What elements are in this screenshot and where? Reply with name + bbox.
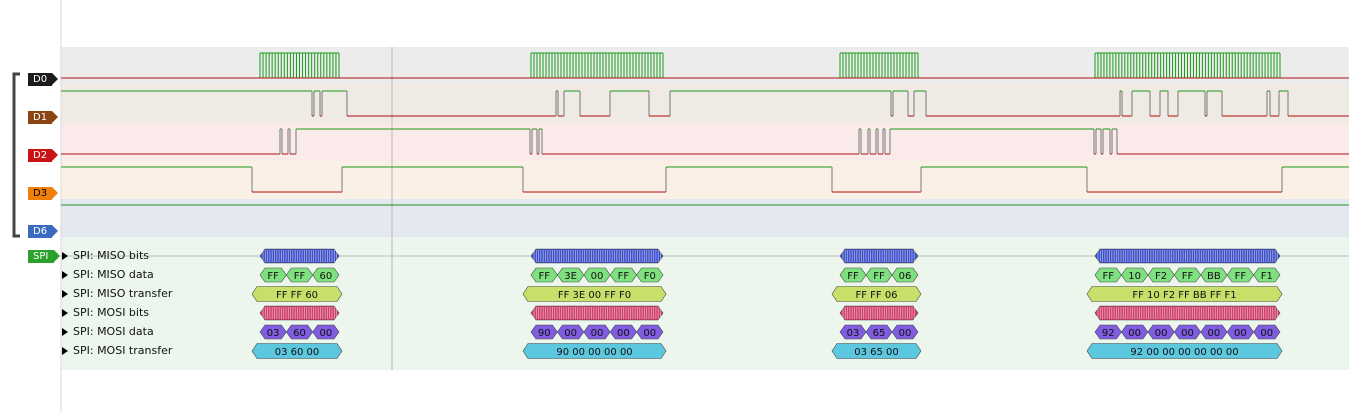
miso-transfer-label: FF FF 06	[855, 290, 897, 301]
expand-triangle-icon[interactable]	[62, 347, 68, 355]
miso-transfer-label: FF 3E 00 FF F0	[558, 290, 631, 301]
expand-triangle-icon[interactable]	[62, 252, 68, 260]
mosi-transfer-label: 90 00 00 00 00	[556, 347, 632, 358]
miso-transfer	[522, 286, 667, 302]
mosi-byte-label: 03	[267, 328, 280, 339]
mosi-byte-label: 90	[538, 328, 551, 339]
miso-byte-label: FF	[267, 271, 279, 282]
mosi-byte-label: 92	[1102, 328, 1115, 339]
mosi-bits-2-ticks	[842, 307, 915, 319]
mosi-byte-label: 00	[1155, 328, 1168, 339]
miso-byte-label: FF	[618, 271, 630, 282]
miso-bits-2-bg	[839, 248, 919, 264]
mosi-byte-label: 00	[1260, 328, 1273, 339]
miso-byte-label: FF	[847, 271, 859, 282]
expand-triangle-icon[interactable]	[62, 328, 68, 336]
miso-transfer-label: FF FF 60	[276, 290, 318, 301]
miso-byte-label: 06	[899, 271, 912, 282]
miso-byte	[636, 267, 664, 283]
annotation-row-label[interactable]: SPI: MISO data	[73, 268, 154, 281]
channel-tag-d0[interactable]: D0	[28, 73, 58, 86]
miso-byte-label: 3E	[564, 271, 577, 282]
mosi-transfer-label: 03 65 00	[854, 347, 899, 358]
mosi-transfer	[1086, 343, 1283, 359]
mosi-bits-0-ticks	[262, 307, 337, 319]
miso-byte-label: BB	[1207, 271, 1221, 282]
miso-byte-label: FF	[294, 271, 306, 282]
channel-band-2	[61, 123, 1349, 161]
miso-transfer	[1086, 286, 1283, 302]
miso-byte-label: FF	[538, 271, 550, 282]
mosi-byte	[312, 324, 340, 340]
channel-tag-d3[interactable]: D3	[28, 187, 58, 200]
mosi-bits-1-ticks	[533, 307, 661, 319]
miso-bits-0-ticks	[262, 250, 337, 262]
miso-byte-label: FF	[1102, 271, 1114, 282]
mosi-byte-label: 65	[873, 328, 886, 339]
channel-tag-d6[interactable]: D6	[28, 225, 58, 238]
mosi-byte	[636, 324, 664, 340]
miso-byte	[312, 267, 340, 283]
mosi-byte-label: 00	[1181, 328, 1194, 339]
d0-clock-pulses	[259, 52, 1281, 78]
mosi-byte-label: 00	[1128, 328, 1141, 339]
mosi-byte-label: 00	[319, 328, 332, 339]
miso-byte	[1253, 267, 1281, 283]
miso-byte-label: F1	[1261, 271, 1273, 282]
mosi-byte-label: 00	[564, 328, 577, 339]
miso-byte-label: 60	[319, 271, 332, 282]
channel-tag-d2[interactable]: D2	[28, 149, 58, 162]
miso-byte-label: F0	[644, 271, 656, 282]
mosi-byte-label: 00	[1234, 328, 1247, 339]
miso-byte-label: FF	[1235, 271, 1247, 282]
miso-byte-label: 10	[1128, 271, 1141, 282]
annotation-row-label[interactable]: SPI: MOSI transfer	[73, 344, 173, 357]
mosi-byte-label: 00	[591, 328, 604, 339]
miso-bits-1-ticks	[533, 250, 661, 262]
mosi-transfer	[831, 343, 922, 359]
mosi-byte-label: 00	[643, 328, 656, 339]
miso-bits-1-bg	[530, 248, 664, 264]
mosi-byte-label: 03	[847, 328, 860, 339]
miso-bits-2-ticks	[842, 250, 915, 262]
annotation-row-label[interactable]: SPI: MISO bits	[73, 249, 150, 262]
miso-transfer	[831, 286, 922, 302]
mosi-byte-label: 00	[1208, 328, 1221, 339]
expand-triangle-icon[interactable]	[62, 309, 68, 317]
analyzer-tag-spi[interactable]: SPI	[28, 250, 60, 263]
miso-transfer	[251, 286, 343, 302]
miso-byte-label: FF	[1182, 271, 1194, 282]
expand-triangle-icon[interactable]	[62, 290, 68, 298]
mosi-byte-label: 60	[293, 328, 306, 339]
miso-bits-3-ticks	[1097, 250, 1278, 262]
miso-transfer-label: FF 10 F2 FF BB FF F1	[1132, 290, 1236, 301]
mosi-byte-label: 00	[899, 328, 912, 339]
mosi-transfer-label: 03 60 00	[275, 347, 320, 358]
mosi-byte-label: 00	[617, 328, 630, 339]
annotation-row-label[interactable]: SPI: MISO transfer	[73, 287, 173, 300]
miso-byte-label: 00	[591, 271, 604, 282]
miso-byte-label: FF	[873, 271, 885, 282]
expand-triangle-icon[interactable]	[62, 271, 68, 279]
mosi-bits-1-bg	[530, 305, 664, 321]
annotation-row-label[interactable]: SPI: MOSI bits	[73, 306, 150, 319]
mosi-bits-2-bg	[839, 305, 919, 321]
annotation-row-label[interactable]: SPI: MOSI data	[73, 325, 154, 338]
channel-tag-d1[interactable]: D1	[28, 111, 58, 124]
mosi-bits-3-ticks	[1097, 307, 1278, 319]
mosi-byte	[1253, 324, 1281, 340]
mosi-transfer	[522, 343, 667, 359]
mosi-transfer	[251, 343, 343, 359]
mosi-byte	[891, 324, 919, 340]
channel-group-bracket	[12, 72, 20, 238]
miso-byte-label: F2	[1155, 271, 1167, 282]
miso-byte	[891, 267, 919, 283]
mosi-transfer-label: 92 00 00 00 00 00 00	[1130, 347, 1238, 358]
